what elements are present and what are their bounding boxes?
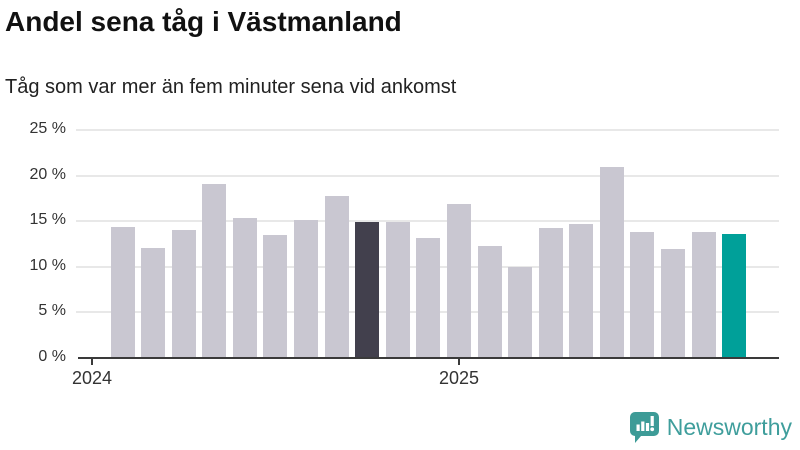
bar [569,223,594,359]
bar [722,233,747,359]
bar [141,247,166,359]
gridline [76,220,779,223]
bar [263,234,288,359]
gridline [76,174,779,177]
bar [477,245,502,359]
newsworthy-logo-icon [628,410,661,444]
bar [355,222,380,359]
bar [446,203,471,359]
bar [538,227,563,359]
bar [416,237,441,359]
bar [294,220,319,359]
x-axis-line [78,357,779,359]
bar [508,266,533,359]
y-tick-label: 20 % [29,165,66,183]
y-tick-label: 25 % [29,120,66,137]
y-tick-label: 15 % [29,211,66,229]
bar [661,248,686,359]
x-tick-label: 2024 [71,368,113,388]
chart-subtitle: Tåg som var mer än fem minuter sena vid … [5,76,457,98]
bar [385,222,410,359]
y-tick-label: 5 % [38,302,66,320]
bar [171,230,196,359]
bar [324,195,349,359]
y-tick-label: 0 % [38,348,66,365]
bar [691,232,716,359]
x-axis-tick [457,357,460,365]
y-tick-label: 10 % [29,256,66,274]
newsworthy-brand-text: Newsworthy [666,413,792,440]
chart-title: Andel sena tåg i Västmanland [5,6,402,37]
gridline [76,129,779,131]
x-axis-tick [91,357,93,365]
newsworthy-logo: Newsworthy [628,410,792,444]
x-tick-label: 2025 [438,368,480,388]
bar [110,226,135,359]
bar [202,183,227,359]
bar [599,167,624,359]
bar [232,217,257,359]
bar [630,232,655,359]
